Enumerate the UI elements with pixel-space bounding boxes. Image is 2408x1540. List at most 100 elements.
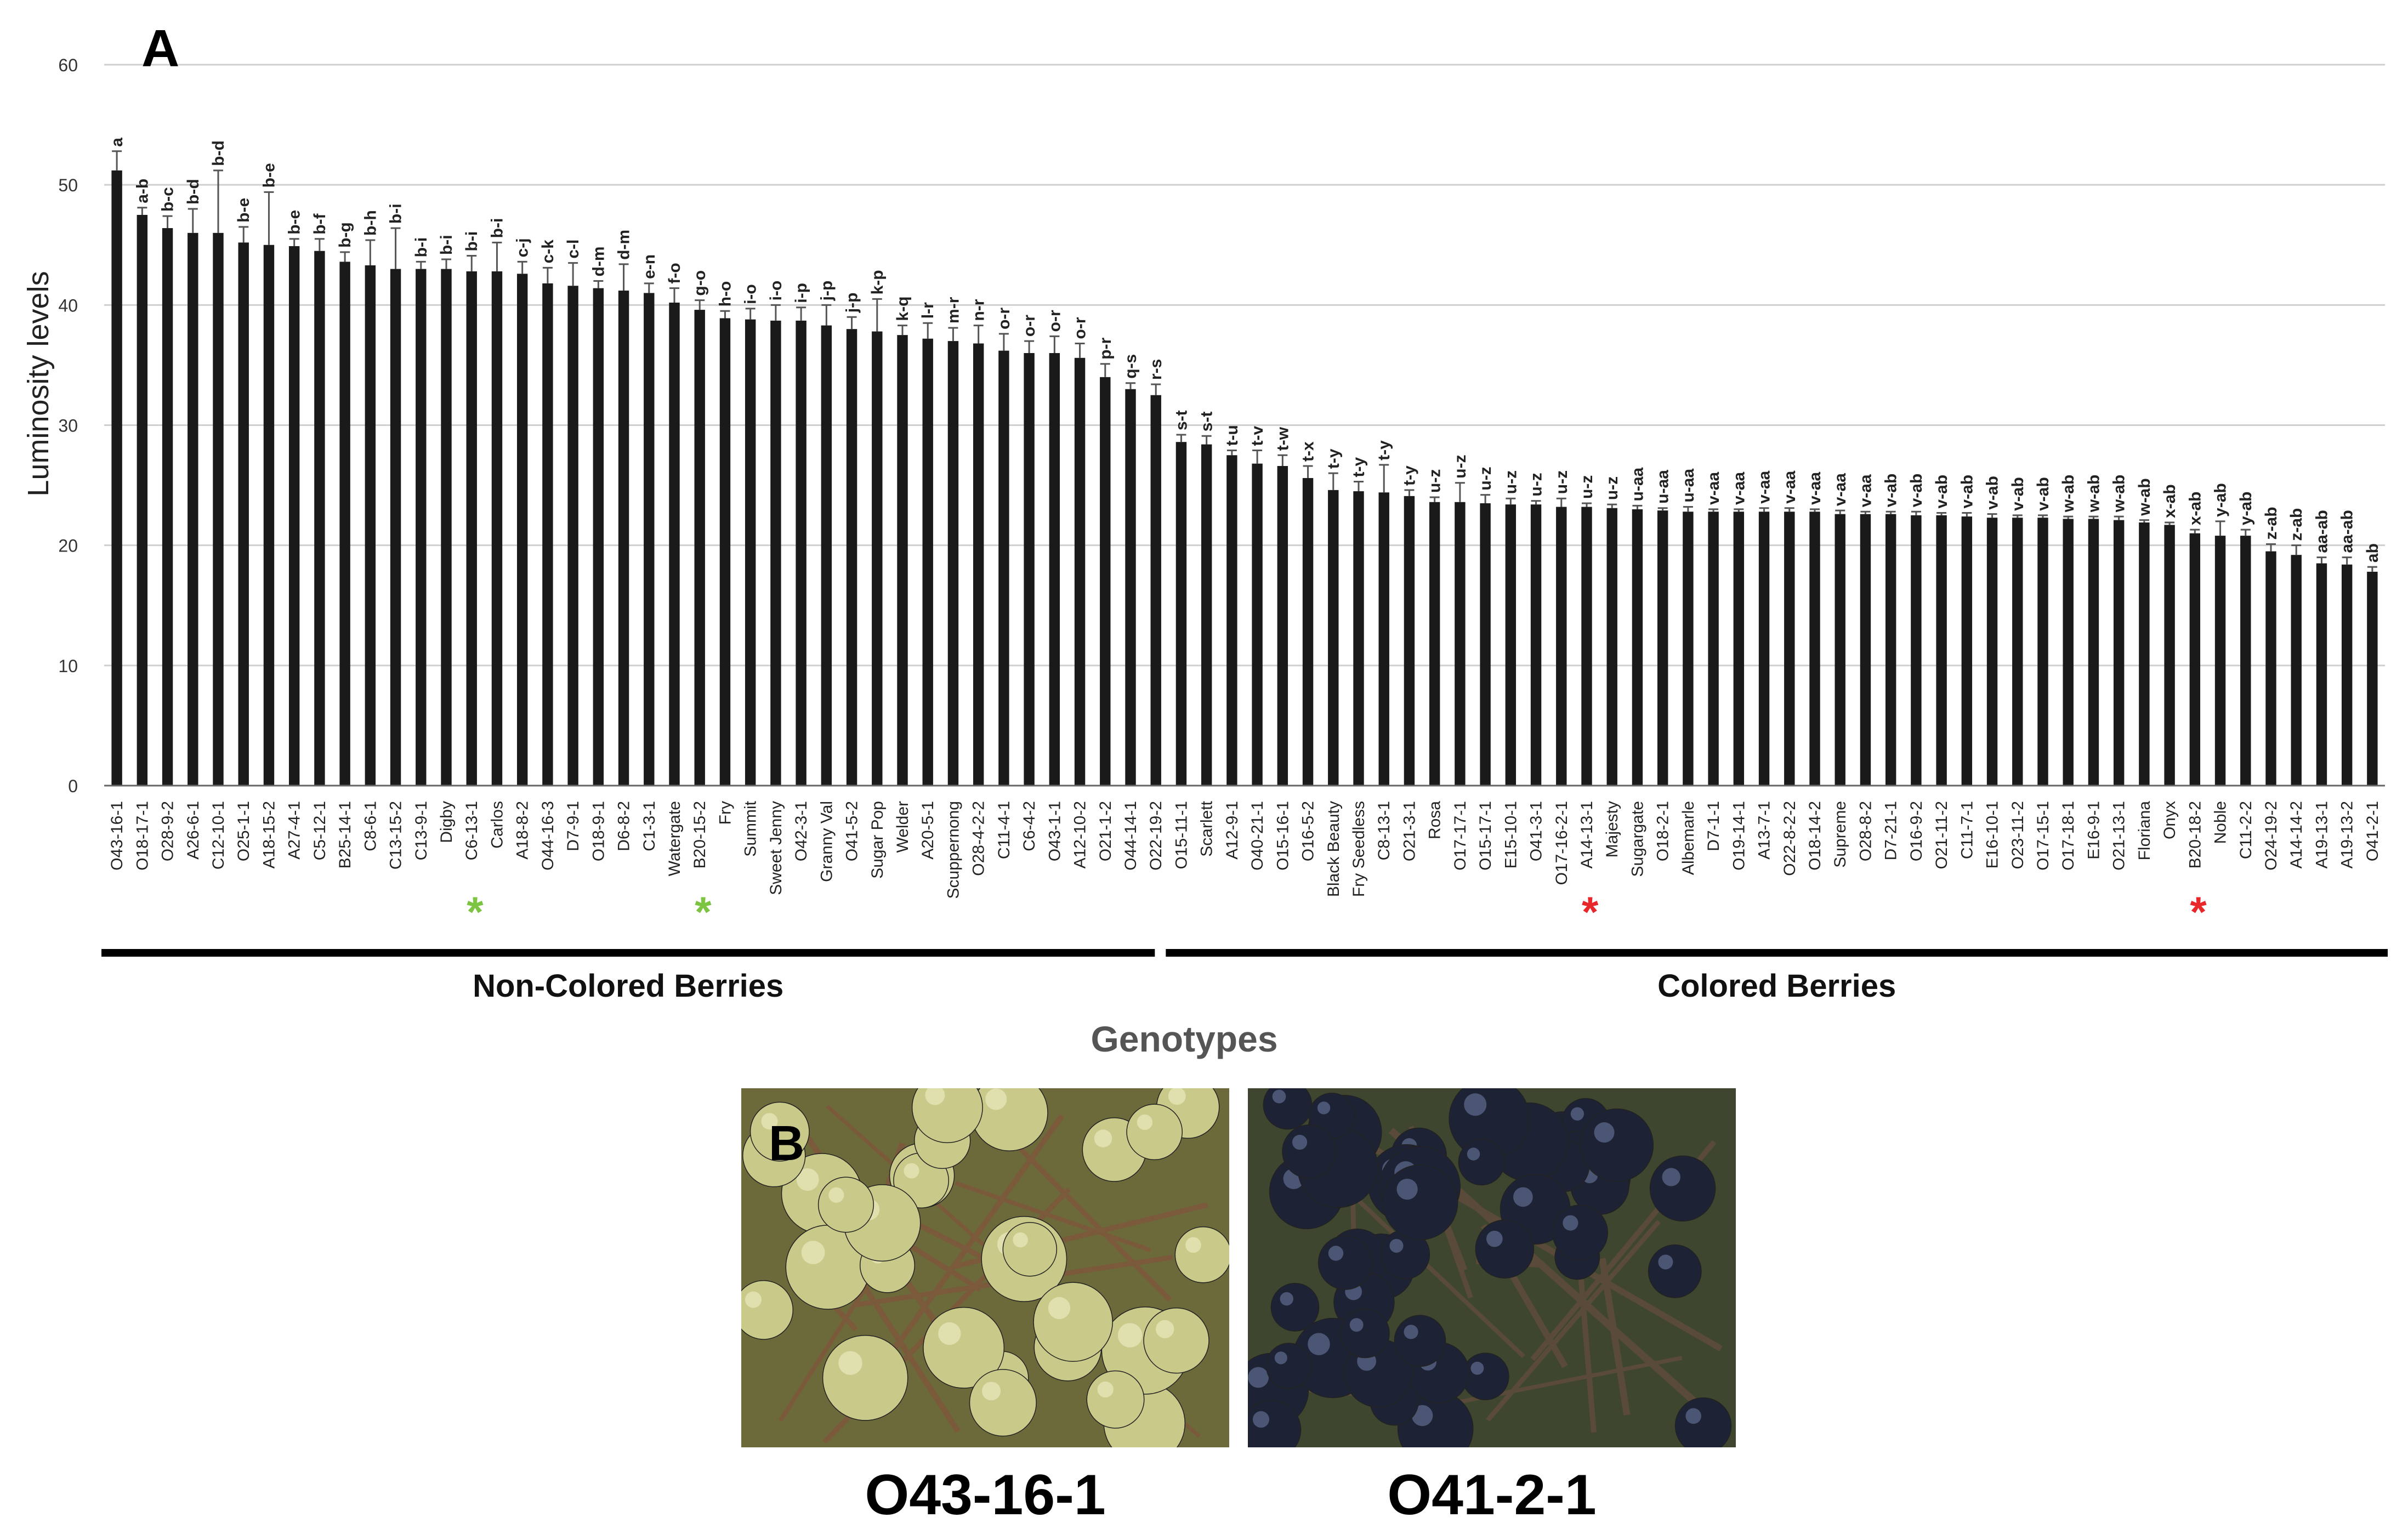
bar bbox=[1277, 466, 1288, 786]
x-tick-label: Fry Seedless bbox=[1350, 801, 1368, 897]
berry-highlight bbox=[904, 1163, 919, 1179]
significance-letter: u-z bbox=[1451, 454, 1469, 478]
significance-letter: i-o bbox=[742, 284, 760, 304]
berry-highlight bbox=[1570, 1107, 1584, 1121]
bar bbox=[2265, 551, 2276, 786]
bar bbox=[1530, 504, 1542, 786]
bar bbox=[1175, 442, 1187, 786]
x-tick-label: Fry bbox=[716, 801, 734, 825]
photo-o43-16-1 bbox=[741, 1088, 1229, 1447]
berry bbox=[1580, 1108, 1654, 1182]
significance-letter: c-j bbox=[514, 238, 532, 257]
bar bbox=[1480, 503, 1491, 786]
bar bbox=[162, 228, 173, 786]
significance-letter: aa-ab bbox=[2338, 510, 2356, 553]
significance-letter: t-y bbox=[1375, 440, 1393, 461]
berry bbox=[1282, 1124, 1336, 1179]
berry-highlight bbox=[1097, 1381, 1114, 1398]
significance-letter: w-ab bbox=[2059, 475, 2077, 513]
bar bbox=[466, 271, 477, 786]
significance-letter: v-ab bbox=[2034, 477, 2052, 511]
x-tick-label: E15-10-1 bbox=[1502, 801, 1520, 868]
x-tick-label: O16-5-2 bbox=[1299, 801, 1317, 861]
significance-letter: b-i bbox=[387, 203, 405, 224]
x-tick-label: A18-15-2 bbox=[260, 801, 278, 868]
significance-letter: g-o bbox=[691, 270, 709, 296]
significance-letter: s-t bbox=[1172, 410, 1190, 430]
photo-caption-left: O43-16-1 bbox=[865, 1463, 1106, 1527]
bar bbox=[1632, 509, 1643, 786]
significance-letter: b-h bbox=[361, 210, 379, 236]
x-tick-label: C11-7-1 bbox=[1958, 801, 1976, 859]
x-tick-label: Onyx bbox=[2161, 801, 2179, 839]
significance-letter: b-i bbox=[438, 235, 456, 255]
significance-letter: v-aa bbox=[1730, 472, 1748, 505]
bar bbox=[2367, 571, 2378, 786]
berry-highlight bbox=[1328, 1246, 1344, 1261]
x-tick-label: B25-14-1 bbox=[336, 801, 354, 868]
bar bbox=[1911, 515, 1922, 786]
significance-letter: u-aa bbox=[1679, 469, 1697, 503]
x-tick-label: Summit bbox=[742, 800, 760, 856]
significance-letters: a a-b b-c b-d b-d b-e b-e b-e b-f b-g b-h b-i b-i b-i… bbox=[108, 138, 2382, 562]
star-marker: * bbox=[1582, 888, 1599, 936]
x-tick-label: C12-10-1 bbox=[209, 801, 228, 870]
x-tick-label: Noble bbox=[2212, 801, 2230, 844]
significance-letter: k-q bbox=[894, 297, 912, 321]
x-tick-label: C11-2-2 bbox=[2237, 801, 2255, 859]
x-tick-label: Sugargate bbox=[1628, 801, 1646, 877]
x-tick-label: O22-8-2-2 bbox=[1781, 801, 1799, 876]
significance-letter: v-aa bbox=[1806, 472, 1824, 505]
significance-letter: u-z bbox=[1527, 473, 1546, 496]
berry-highlight bbox=[1464, 1093, 1487, 1116]
bar bbox=[2341, 564, 2353, 786]
x-tick-label: O42-3-1 bbox=[792, 801, 810, 861]
x-tick-label: A13-7-1 bbox=[1756, 801, 1774, 860]
bar bbox=[2214, 536, 2226, 786]
berry-highlight bbox=[1563, 1215, 1578, 1231]
bar-chart: 0 10 20 30 40 50 60 a a-b b-c b-d b-d b-e b-e b-e b-f b… bbox=[22, 55, 2388, 1059]
berry bbox=[1475, 1219, 1535, 1279]
berry bbox=[1174, 1226, 1229, 1283]
x-tick-label: O15-17-1 bbox=[1476, 801, 1495, 871]
x-tick-label: A26-6-1 bbox=[184, 801, 202, 860]
x-tick-label: O18-17-1 bbox=[133, 801, 151, 871]
bar bbox=[922, 338, 933, 786]
significance-letter: t-u bbox=[1223, 425, 1241, 446]
bar bbox=[644, 293, 655, 786]
bar bbox=[1328, 490, 1339, 786]
x-tick-label: O19-14-1 bbox=[1730, 801, 1748, 871]
significance-letter: b-f bbox=[311, 213, 329, 234]
berry bbox=[1126, 1104, 1183, 1161]
bar bbox=[1683, 512, 1694, 786]
x-tick-label: Albemarle bbox=[1679, 801, 1697, 875]
significance-letter: c-k bbox=[539, 240, 557, 264]
bar bbox=[1455, 502, 1466, 786]
bar bbox=[1252, 463, 1263, 786]
bar bbox=[1125, 389, 1136, 786]
significance-letter: u-z bbox=[1603, 476, 1621, 500]
significance-letter: k-p bbox=[868, 270, 887, 294]
significance-letter: u-aa bbox=[1628, 467, 1646, 501]
x-tick-label: D7-9-1 bbox=[564, 801, 582, 851]
berry-highlight bbox=[1013, 1232, 1028, 1248]
berry-highlight bbox=[1248, 1367, 1269, 1388]
bar bbox=[1885, 514, 1896, 786]
berry-highlight bbox=[1252, 1411, 1270, 1428]
significance-letter: w-ab bbox=[2110, 475, 2128, 513]
berry bbox=[1002, 1221, 1058, 1277]
bar bbox=[1378, 492, 1389, 786]
x-tick-label: O24-19-2 bbox=[2262, 801, 2280, 871]
bar bbox=[1100, 377, 1111, 786]
significance-letter: u-z bbox=[1578, 475, 1596, 499]
berry-highlight bbox=[801, 1241, 825, 1265]
x-tick-label: C13-15-2 bbox=[387, 801, 405, 870]
x-tick-label: O21-3-1 bbox=[1400, 801, 1418, 861]
x-tick-label: Sweet Jenny bbox=[767, 801, 785, 895]
bar bbox=[618, 291, 629, 786]
berry-highlight bbox=[1156, 1320, 1174, 1339]
x-tick-label: O41-5-2 bbox=[843, 801, 861, 861]
bar bbox=[2240, 536, 2251, 786]
bar bbox=[719, 318, 731, 786]
x-tick-label: E16-9-1 bbox=[2085, 801, 2103, 860]
